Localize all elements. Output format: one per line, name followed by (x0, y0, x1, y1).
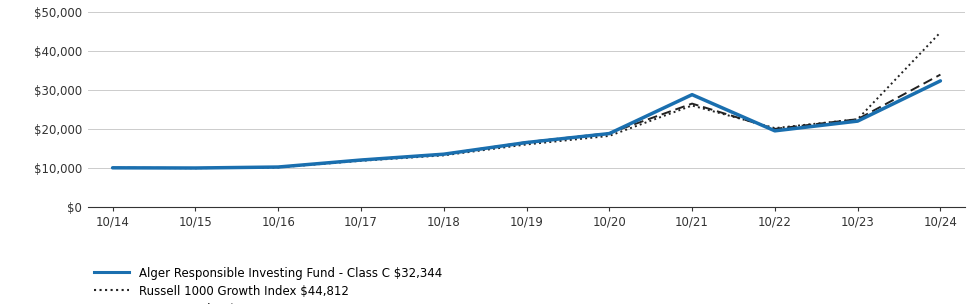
Russell 1000 Growth Index $44,812 (686, 104, 698, 107)
Line: S&P 500 Index $33,950: S&P 500 Index $33,950 (112, 74, 941, 168)
Russell 1000 Growth Index $44,812 (604, 134, 615, 138)
Russell 1000 Growth Index $44,812 (935, 30, 947, 34)
Alger Responsible Investing Fund - Class C $32,344 (686, 93, 698, 96)
S&P 500 Index $33,950 (189, 166, 201, 170)
S&P 500 Index $33,950 (106, 166, 118, 170)
Alger Responsible Investing Fund - Class C $32,344 (935, 79, 947, 83)
Russell 1000 Growth Index $44,812 (769, 126, 781, 130)
S&P 500 Index $33,950 (686, 102, 698, 105)
S&P 500 Index $33,950 (438, 152, 449, 156)
S&P 500 Index $33,950 (604, 131, 615, 135)
Line: Alger Responsible Investing Fund - Class C $32,344: Alger Responsible Investing Fund - Class… (112, 81, 941, 168)
S&P 500 Index $33,950 (355, 158, 367, 162)
Alger Responsible Investing Fund - Class C $32,344 (521, 141, 532, 144)
S&P 500 Index $33,950 (521, 140, 532, 144)
Legend: Alger Responsible Investing Fund - Class C $32,344, Russell 1000 Growth Index $4: Alger Responsible Investing Fund - Class… (94, 267, 442, 304)
Alger Responsible Investing Fund - Class C $32,344 (272, 165, 284, 169)
Russell 1000 Growth Index $44,812 (355, 159, 367, 163)
Russell 1000 Growth Index $44,812 (272, 166, 284, 169)
Alger Responsible Investing Fund - Class C $32,344 (769, 129, 781, 133)
S&P 500 Index $33,950 (935, 73, 947, 76)
Alger Responsible Investing Fund - Class C $32,344 (106, 166, 118, 170)
Alger Responsible Investing Fund - Class C $32,344 (189, 166, 201, 170)
Line: Russell 1000 Growth Index $44,812: Russell 1000 Growth Index $44,812 (112, 32, 941, 168)
Russell 1000 Growth Index $44,812 (438, 154, 449, 157)
S&P 500 Index $33,950 (272, 165, 284, 169)
Alger Responsible Investing Fund - Class C $32,344 (438, 152, 449, 156)
Russell 1000 Growth Index $44,812 (521, 143, 532, 146)
Russell 1000 Growth Index $44,812 (189, 166, 201, 170)
Russell 1000 Growth Index $44,812 (106, 166, 118, 170)
S&P 500 Index $33,950 (852, 117, 864, 121)
Alger Responsible Investing Fund - Class C $32,344 (852, 119, 864, 123)
Russell 1000 Growth Index $44,812 (852, 117, 864, 121)
S&P 500 Index $33,950 (769, 127, 781, 131)
Alger Responsible Investing Fund - Class C $32,344 (604, 132, 615, 135)
Alger Responsible Investing Fund - Class C $32,344 (355, 158, 367, 162)
